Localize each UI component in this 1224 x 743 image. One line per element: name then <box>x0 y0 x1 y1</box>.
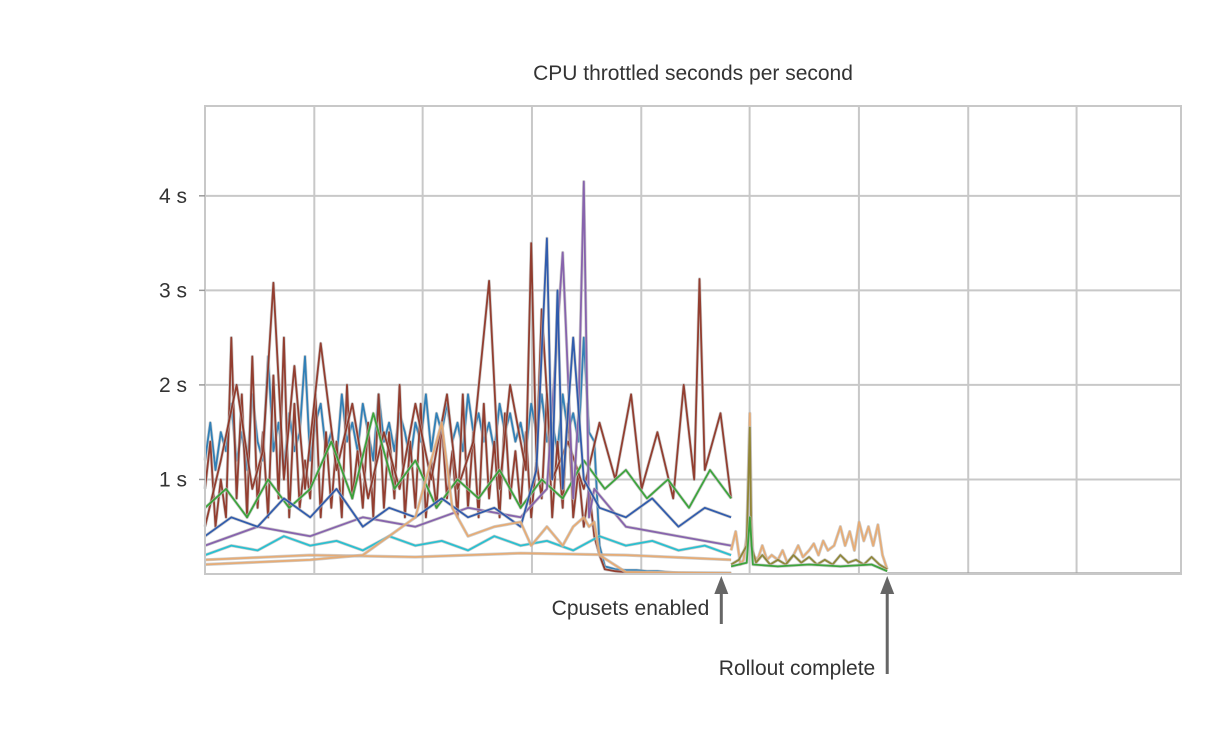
y-axis-ticks: 1 s 2 s 3 s 4 s <box>159 185 205 491</box>
y-tick-label-1: 1 s <box>159 468 187 491</box>
annotation-label-2: Rollout complete <box>719 657 875 680</box>
post-series-line-2 <box>730 426 888 571</box>
series-line-6 <box>204 237 732 537</box>
series-line-5 <box>204 180 732 547</box>
series-line-9 <box>204 421 732 574</box>
gridlines <box>205 106 1181 574</box>
annotation-arrow-head-1 <box>714 576 729 594</box>
y-tick-label-4: 4 s <box>159 185 187 208</box>
y-tick-label-3: 3 s <box>159 279 187 302</box>
series-line-2 <box>204 336 732 574</box>
y-tick-label-2: 2 s <box>159 374 187 397</box>
series-line-3 <box>204 242 732 527</box>
plot-frame <box>204 105 1182 575</box>
annotation-arrow-head-2 <box>880 576 895 594</box>
series-line-8 <box>204 552 732 561</box>
series-line-7 <box>204 535 732 556</box>
series-line-1 <box>204 336 732 574</box>
series-before-rollout <box>203 180 733 575</box>
post-series-line-3 <box>730 516 888 573</box>
annotation-label-1: Cpusets enabled <box>552 597 710 620</box>
chart-title: CPU throttled seconds per second <box>533 62 853 85</box>
annotations: Cpusets enabled Rollout complete <box>552 576 895 680</box>
